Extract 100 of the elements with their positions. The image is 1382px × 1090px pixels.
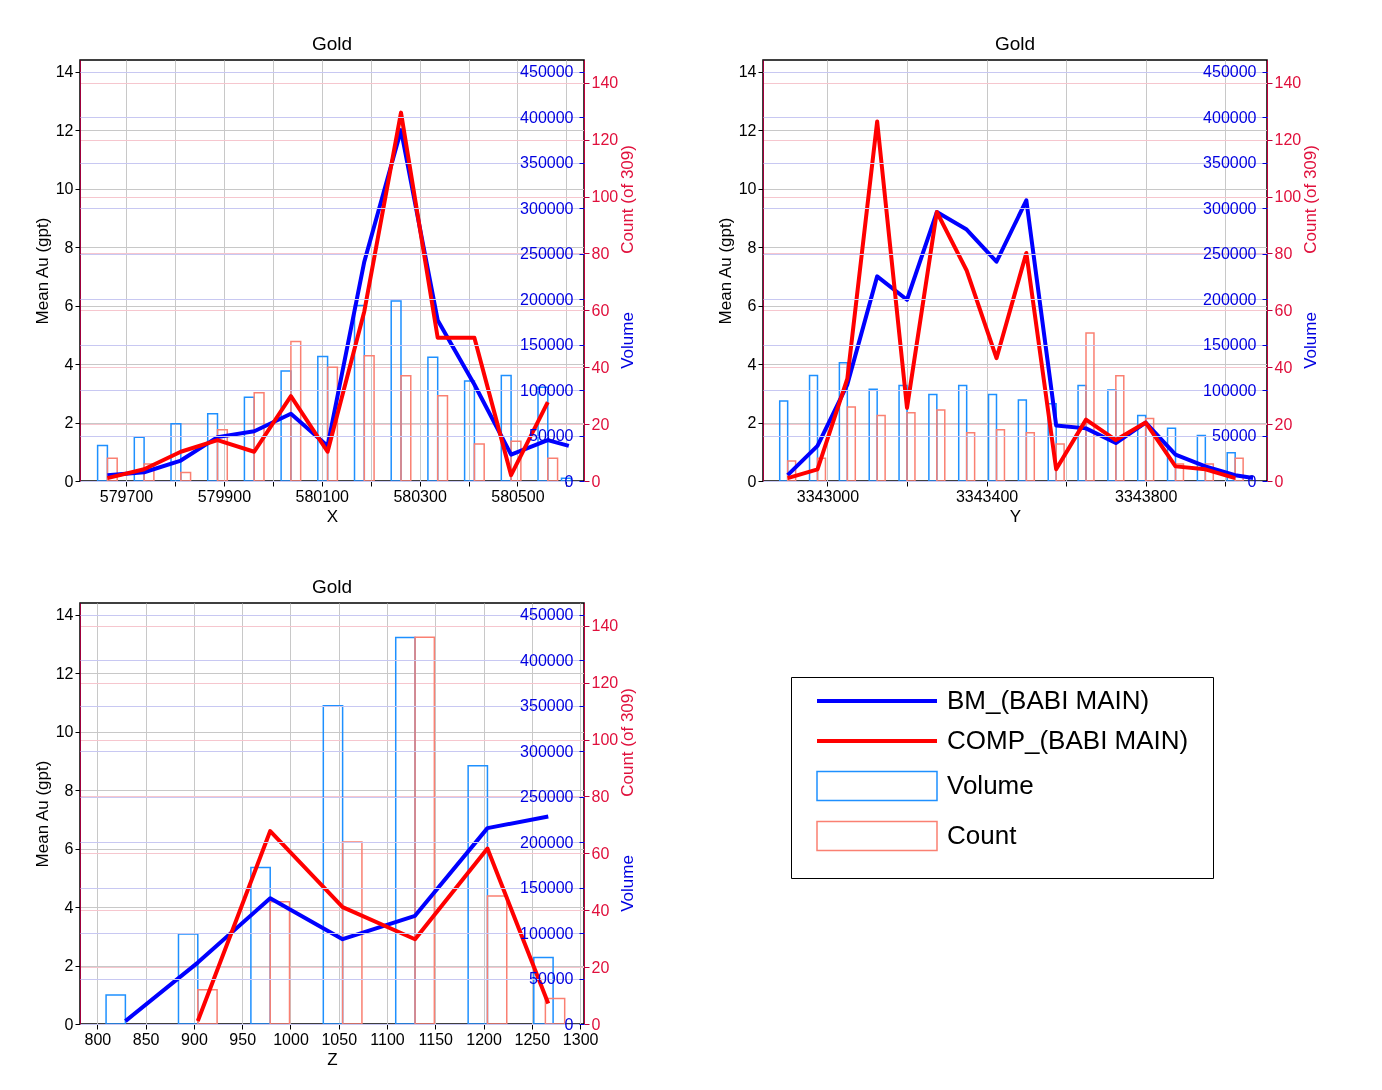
y2-tick-label: 350000 xyxy=(520,154,574,172)
bar xyxy=(106,457,118,482)
legend-label: Volume xyxy=(947,770,1034,800)
y2-tick-label: 250000 xyxy=(1203,245,1257,263)
bar xyxy=(253,392,265,482)
legend-label: Count xyxy=(947,820,1018,850)
y3-tick-label: 100 xyxy=(591,188,619,206)
y3-tick-label: 80 xyxy=(1274,244,1293,262)
bar xyxy=(400,375,412,482)
y2-tick-label: 300000 xyxy=(520,199,574,217)
bar xyxy=(341,841,363,1025)
x-tick-label: 1300 xyxy=(562,1030,599,1048)
bar xyxy=(1234,457,1244,482)
bar xyxy=(414,636,436,1025)
y2-tick-label: 50000 xyxy=(1212,427,1257,445)
y2-axis-title: Volume xyxy=(617,312,637,369)
y-tick-label: 2 xyxy=(747,414,757,432)
y-tick-label: 10 xyxy=(55,180,74,198)
y3-tick-label: 20 xyxy=(591,958,610,976)
y2-tick-label: 200000 xyxy=(520,833,574,851)
y3-tick-label: 60 xyxy=(591,301,610,319)
y-tick-label: 10 xyxy=(55,723,74,741)
x-tick-label: 1100 xyxy=(370,1030,405,1048)
x-tick-label: 1050 xyxy=(321,1030,358,1048)
x-axis-title: Z xyxy=(327,1049,338,1069)
bar xyxy=(1085,332,1095,482)
y2-tick-label: 100000 xyxy=(520,381,574,399)
y3-tick-label: 80 xyxy=(591,787,610,805)
y-tick-label: 6 xyxy=(747,297,757,315)
bar xyxy=(906,411,916,482)
y2-tick-label: 250000 xyxy=(520,788,574,806)
y3-tick-label: 120 xyxy=(1274,131,1302,149)
y-tick-label: 4 xyxy=(747,355,757,373)
bar xyxy=(216,429,229,482)
y3-tick-label: 120 xyxy=(591,674,619,692)
y2-tick-label: 450000 xyxy=(520,63,574,81)
y2-tick-label: 150000 xyxy=(1203,336,1257,354)
bar xyxy=(1144,417,1155,482)
x-tick-label: 800 xyxy=(84,1030,112,1048)
y2-tick-label: 400000 xyxy=(520,651,574,669)
bar xyxy=(1115,375,1125,482)
y2-tick-label: 50000 xyxy=(529,970,574,988)
y3-tick-label: 20 xyxy=(1274,415,1293,433)
bar xyxy=(778,400,789,482)
bar xyxy=(363,355,375,482)
y2-tick-label: 150000 xyxy=(520,336,574,354)
y-tick-label: 12 xyxy=(738,121,757,139)
bar xyxy=(170,422,182,482)
y-tick-label: 0 xyxy=(747,472,757,490)
y2-tick-label: 50000 xyxy=(529,427,574,445)
bar xyxy=(936,409,946,482)
x-tick-label: 580300 xyxy=(393,487,447,505)
x-tick-label: 579700 xyxy=(99,487,154,505)
chart-title: Gold xyxy=(311,33,353,54)
x-tick-label: 1150 xyxy=(418,1030,454,1048)
y3-tick-label: 40 xyxy=(591,901,610,919)
y-axis-title: Mean Au (gpt) xyxy=(32,760,52,868)
y2-tick-label: 200000 xyxy=(520,290,574,308)
y-axis-title: Mean Au (gpt) xyxy=(715,217,735,325)
y3-tick-label: 140 xyxy=(591,617,619,635)
x-tick-label: 3343800 xyxy=(1115,487,1178,505)
y2-tick-label: 200000 xyxy=(1203,290,1257,308)
x-axis-title: Y xyxy=(1009,506,1022,526)
bar xyxy=(544,997,566,1025)
y3-tick-label: 0 xyxy=(1274,472,1284,490)
y3-tick-label: 20 xyxy=(591,415,610,433)
y3-tick-label: 40 xyxy=(1274,358,1293,376)
y-tick-label: 10 xyxy=(738,180,757,198)
bar xyxy=(180,471,192,482)
x-tick-label: 3343400 xyxy=(955,487,1019,505)
y3-axis-title: Count (of 309) xyxy=(617,145,637,254)
y-tick-label: 8 xyxy=(64,781,74,799)
y-tick-label: 2 xyxy=(64,414,74,432)
y2-tick-label: 350000 xyxy=(520,697,574,715)
bar xyxy=(786,460,797,482)
y2-tick-label: 450000 xyxy=(1203,63,1257,81)
y2-tick-label: 300000 xyxy=(520,742,574,760)
bar xyxy=(105,994,127,1025)
bar xyxy=(436,394,449,482)
legend-label: BM_(BABI MAIN) xyxy=(947,685,1150,715)
y2-tick-label: 350000 xyxy=(1203,154,1257,172)
y-tick-label: 12 xyxy=(55,121,74,139)
y-tick-label: 14 xyxy=(55,606,74,624)
y-tick-label: 6 xyxy=(64,297,74,315)
y3-tick-label: 140 xyxy=(1274,74,1302,92)
y2-tick-label: 400000 xyxy=(520,108,574,126)
y3-tick-label: 0 xyxy=(591,1015,601,1033)
x-tick-label: 850 xyxy=(132,1030,160,1048)
y3-axis-title: Count (of 309) xyxy=(1300,145,1320,254)
y2-tick-label: 300000 xyxy=(1203,199,1257,217)
y-tick-label: 8 xyxy=(747,238,757,256)
y3-tick-label: 60 xyxy=(1274,301,1293,319)
y-tick-label: 12 xyxy=(55,664,74,682)
y-tick-label: 6 xyxy=(64,840,74,858)
y-tick-label: 0 xyxy=(64,472,74,490)
y3-axis-title: Count (of 309) xyxy=(617,688,637,797)
x-tick-label: 950 xyxy=(229,1030,257,1048)
y-axis-title: Mean Au (gpt) xyxy=(32,217,52,325)
bar xyxy=(846,406,857,482)
x-axis-title: X xyxy=(326,506,339,526)
